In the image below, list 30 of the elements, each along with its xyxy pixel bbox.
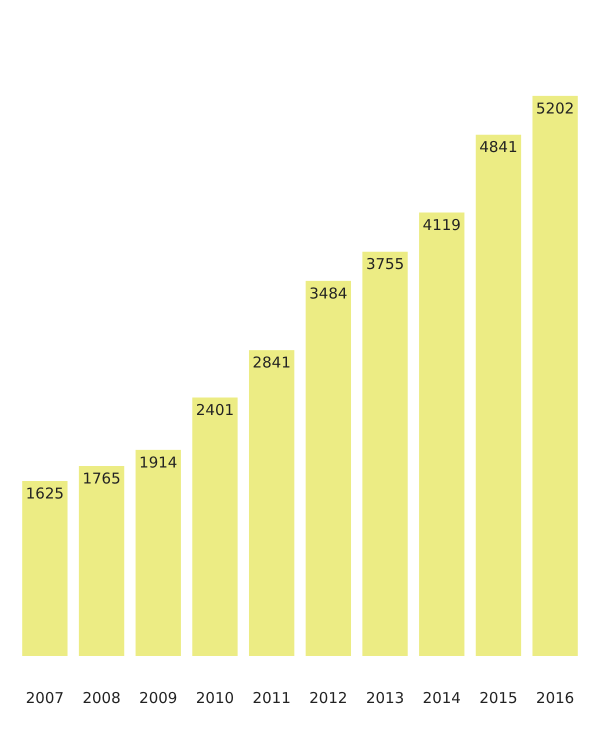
data-label: 2841 xyxy=(252,354,291,372)
bar xyxy=(78,466,124,656)
data-label: 2401 xyxy=(196,400,234,419)
data-label: 4841 xyxy=(479,138,518,156)
bar xyxy=(248,350,294,656)
x-tick-label: 2012 xyxy=(309,688,348,707)
bar xyxy=(136,450,181,656)
x-tick-label: 2015 xyxy=(479,688,518,707)
data-label: 3484 xyxy=(309,284,348,302)
bar xyxy=(476,134,522,656)
data-label: 1765 xyxy=(82,469,121,488)
data-label: 1625 xyxy=(26,484,64,502)
x-tick-label: 2009 xyxy=(139,688,178,707)
bar xyxy=(532,96,578,656)
data-label: 5202 xyxy=(536,99,574,118)
data-label: 4119 xyxy=(422,216,461,234)
bar xyxy=(362,252,408,656)
x-tick-label: 2011 xyxy=(252,688,291,707)
x-tick-label: 2008 xyxy=(82,688,121,707)
bar xyxy=(22,481,68,656)
x-tick-label: 2016 xyxy=(536,688,574,707)
data-label: 1914 xyxy=(139,453,178,472)
bar xyxy=(306,280,352,656)
x-tick-label: 2010 xyxy=(196,688,234,707)
bar xyxy=(192,397,238,656)
x-tick-label: 2013 xyxy=(366,688,404,707)
bar xyxy=(419,212,464,656)
data-label: 3755 xyxy=(366,255,404,274)
x-tick-label: 2007 xyxy=(26,688,64,707)
x-tick-label: 2014 xyxy=(422,688,461,707)
